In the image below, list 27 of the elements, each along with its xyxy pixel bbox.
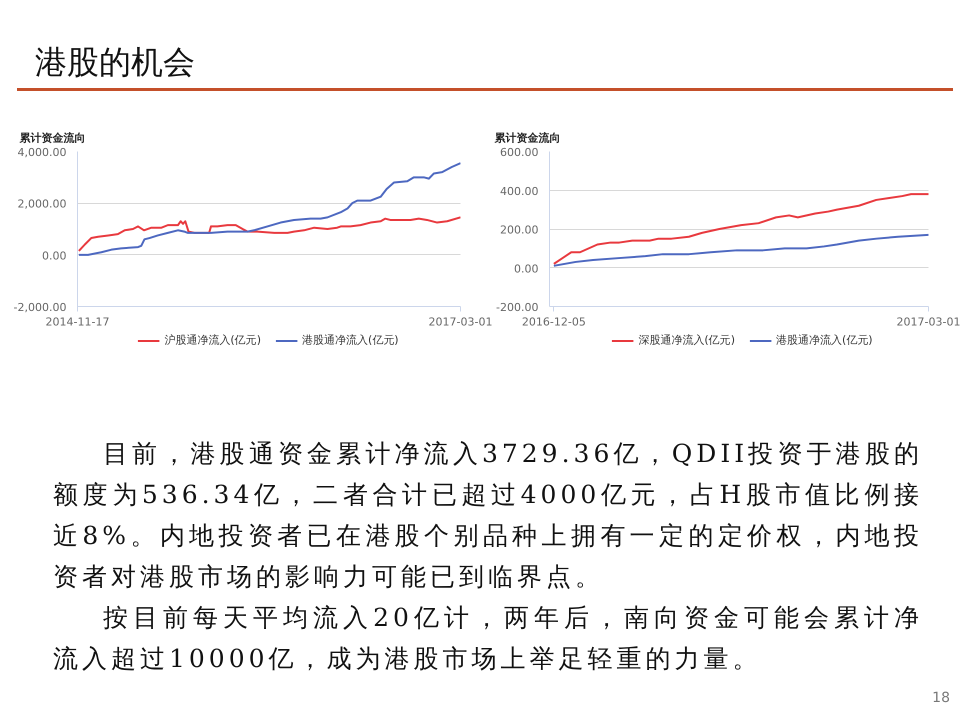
y-tick-label: -2,000.00 bbox=[14, 301, 67, 314]
y-tick-label: 0.00 bbox=[514, 262, 539, 276]
x-tick-label: 2016-12-05 bbox=[522, 316, 586, 328]
y-tick-label: 600.00 bbox=[500, 146, 539, 159]
text: 港股的机会 bbox=[35, 42, 195, 82]
text: 目前，港股通资金累计净流入3729.36亿，QDII投资于港股的额度为536.34亿，二者合计已超过4000亿元，占H股市值比例接近8%。内地投资者已在港股个别品种上拥有一定的定价权，内地投资者对港股市场的影响力可能已到临界点。 bbox=[53, 438, 923, 593]
y-tick-label: 400.00 bbox=[500, 184, 539, 198]
line-series bbox=[552, 234, 928, 267]
line-series bbox=[78, 216, 460, 252]
x-tick-label: 2017-03-01 bbox=[896, 316, 960, 328]
y-tick-label: 200.00 bbox=[500, 224, 539, 236]
text: 按目前每天平均流入20亿计，两年后，南向资金可能会累计净流入超过10000亿，成为港股市场上举足轻重的力量。 bbox=[53, 602, 923, 675]
legend-label: 港股通净流入(亿元) bbox=[776, 332, 873, 348]
x-tick-label: 2014-11-17 bbox=[46, 316, 110, 328]
chart-title: 累计资金流向 bbox=[18, 132, 86, 144]
text: 18 bbox=[931, 689, 950, 707]
legend-label: 深股通净流入(亿元) bbox=[638, 332, 735, 348]
chart-title: 累计资金流向 bbox=[494, 132, 560, 144]
x-tick-label: 2017-03-01 bbox=[428, 316, 492, 328]
y-tick-label: 2,000.00 bbox=[18, 198, 66, 211]
y-tick-label: 0.00 bbox=[42, 249, 67, 262]
legend-label: 港股通净流入(亿元) bbox=[302, 332, 399, 348]
legend-label: 沪股通净流入(亿元) bbox=[164, 332, 261, 348]
line-series bbox=[78, 162, 460, 256]
line-series bbox=[552, 193, 928, 265]
y-tick-label: 4,000.00 bbox=[18, 146, 66, 159]
y-tick-label: -200.00 bbox=[496, 301, 539, 314]
